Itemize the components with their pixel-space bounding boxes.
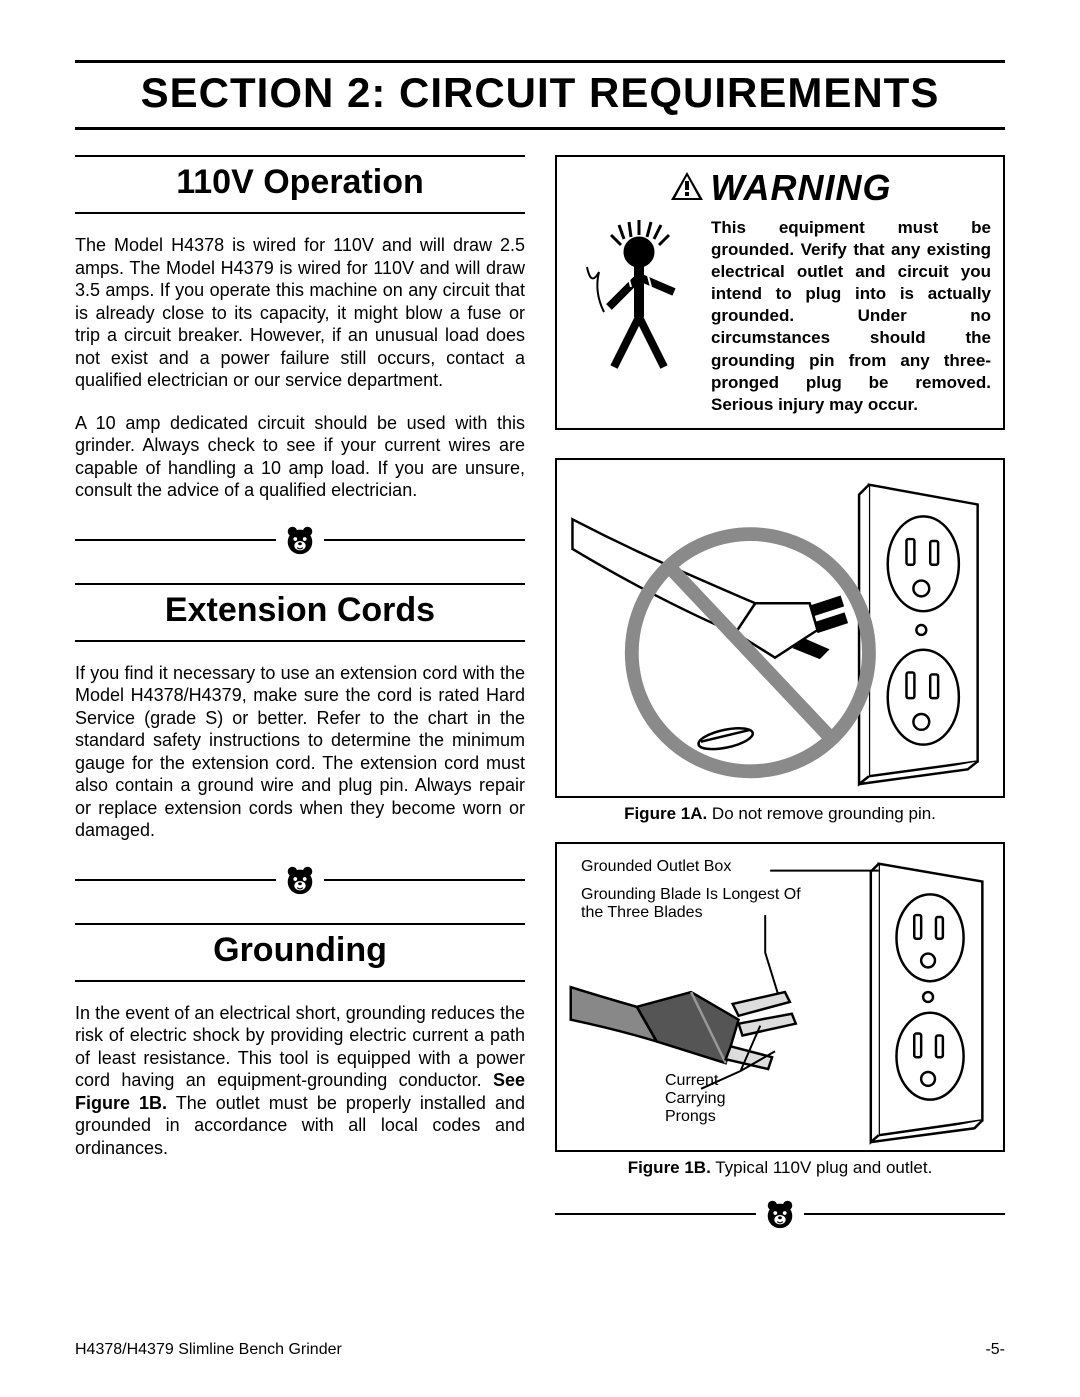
divider-3 xyxy=(555,1196,1005,1232)
fig1b-label-outlet-box: Grounded Outlet Box xyxy=(581,858,731,876)
figure-1b: Grounded Outlet Box Grounding Blade Is L… xyxy=(555,842,1005,1152)
bear-icon xyxy=(282,862,318,898)
figure-1a xyxy=(555,458,1005,798)
left-column: 110V Operation The Model H4378 is wired … xyxy=(75,155,525,1257)
grounding-text-a: In the event of an electrical short, gro… xyxy=(75,1003,525,1091)
footer-right: -5- xyxy=(985,1341,1005,1359)
para-grounding: In the event of an electrical short, gro… xyxy=(75,1002,525,1160)
section-title: SECTION 2: CIRCUIT REQUIREMENTS xyxy=(75,60,1005,130)
bear-icon xyxy=(282,522,318,558)
fig1b-label-grounding-blade: Grounding Blade Is Longest Of the Three … xyxy=(581,886,801,922)
warning-box: WARNING xyxy=(555,155,1005,430)
fig-1a-bold: Figure 1A. xyxy=(624,804,707,823)
para-110v-1: The Model H4378 is wired for 110V and wi… xyxy=(75,234,525,392)
figure-1a-caption: Figure 1A. Do not remove grounding pin. xyxy=(555,804,1005,824)
fig-1a-rest: Do not remove grounding pin. xyxy=(707,804,936,823)
para-ext-cords: If you find it necessary to use an exten… xyxy=(75,662,525,842)
warning-label: WARNING xyxy=(711,167,892,209)
fig-1b-rest: Typical 110V plug and outlet. xyxy=(711,1158,932,1177)
warning-header: WARNING xyxy=(569,167,991,209)
warning-text: This equipment must be grounded. Verify … xyxy=(711,217,991,416)
two-column-layout: 110V Operation The Model H4378 is wired … xyxy=(75,155,1005,1257)
heading-extension-cords: Extension Cords xyxy=(75,583,525,642)
heading-110v: 110V Operation xyxy=(75,155,525,214)
fig-1b-bold: Figure 1B. xyxy=(628,1158,711,1177)
footer-left: H4378/H4379 Slimline Bench Grinder xyxy=(75,1341,342,1359)
electrocution-icon xyxy=(569,217,699,387)
divider-1 xyxy=(75,522,525,558)
para-110v-2: A 10 amp dedicated circuit should be use… xyxy=(75,412,525,502)
heading-grounding: Grounding xyxy=(75,923,525,982)
page-footer: H4378/H4379 Slimline Bench Grinder -5- xyxy=(75,1341,1005,1359)
right-column: WARNING xyxy=(555,155,1005,1257)
divider-2 xyxy=(75,862,525,898)
figure-1b-caption: Figure 1B. Typical 110V plug and outlet. xyxy=(555,1158,1005,1178)
bear-icon xyxy=(762,1196,798,1232)
fig1b-label-current-prongs: Current Carrying Prongs xyxy=(665,1072,745,1126)
warning-triangle-icon xyxy=(669,170,705,207)
